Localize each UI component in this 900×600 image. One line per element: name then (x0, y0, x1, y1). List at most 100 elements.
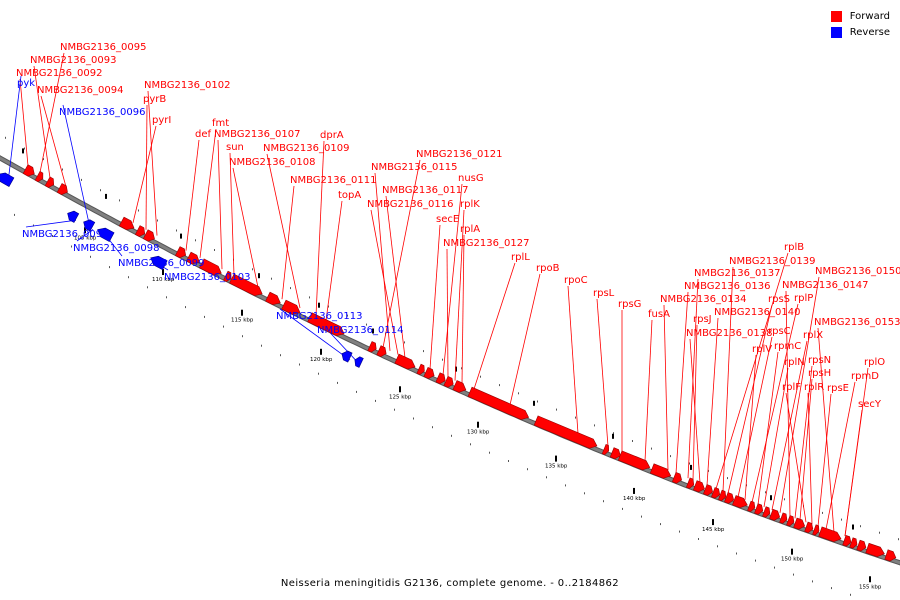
forward-gene (842, 535, 852, 547)
forward-gene-arrow (223, 270, 232, 282)
tick-label: 105 kbp (74, 235, 97, 241)
tick-label: 130 kbp (467, 430, 490, 436)
scale-dot (831, 587, 832, 590)
scale-dot (119, 199, 120, 202)
scale-dot (898, 538, 899, 541)
scale-dot (356, 390, 357, 393)
forward-gene-arrow (724, 492, 735, 504)
scale-dot (670, 455, 671, 458)
forward-gene-arrow (884, 549, 897, 562)
forward-gene-arrow (703, 484, 714, 496)
label-leader (315, 140, 325, 316)
forward-gene-arrow (804, 521, 814, 534)
gene-label: NMBG2136_0094 (37, 85, 123, 96)
scale-dot (442, 358, 443, 361)
gene-label: NMBG2136_0139 (729, 256, 815, 267)
label-leader (785, 392, 807, 523)
scale-dot (432, 426, 433, 429)
upper-tick (533, 400, 535, 406)
upper-tick (318, 302, 320, 308)
upper-tick (770, 495, 772, 501)
upper-tick (690, 464, 692, 470)
forward-gene (793, 517, 806, 530)
forward-gene-arrow (186, 251, 200, 265)
label-leader (757, 351, 779, 505)
forward-gene-arrow (609, 447, 621, 460)
scale-dot (546, 476, 547, 479)
map-caption: Neisseria meningitidis G2136, complete g… (280, 578, 620, 589)
gene-label: rpmC (774, 341, 801, 352)
upper-tick (258, 273, 260, 279)
forward-gene (142, 229, 155, 242)
label-leader (232, 167, 259, 288)
scale-dot (81, 178, 82, 181)
scale-dot (214, 249, 215, 251)
forward-gene-arrow (754, 503, 764, 515)
gene-label: rpsH (808, 368, 831, 379)
gene-label: rplP (794, 293, 813, 304)
gene-label: NMBG2136_0114 (317, 325, 403, 336)
legend-swatch-forward (830, 10, 842, 22)
forward-gene-arrow (443, 376, 454, 388)
gene-label: fmt (212, 118, 229, 129)
forward-gene-arrow (435, 372, 446, 385)
forward-gene-arrow (533, 415, 598, 449)
label-leader (794, 365, 813, 519)
reverse-gene-arrow (97, 227, 115, 242)
label-leader (779, 276, 820, 513)
forward-gene (452, 380, 467, 393)
label-leader (25, 219, 77, 228)
gene-label: NMBG2136_0095 (60, 42, 146, 53)
scale-dot (185, 306, 186, 309)
label-leader (185, 139, 200, 251)
label-leader (39, 52, 65, 173)
forward-gene (856, 539, 867, 552)
label-leader (279, 308, 351, 361)
scale-dot (309, 296, 310, 299)
scale-dot (480, 375, 481, 378)
scale-dot (290, 287, 291, 290)
forward-gene-arrow (812, 524, 820, 536)
gene-label: NMBG2136_0097 (22, 229, 108, 240)
scale-dot (651, 447, 652, 450)
tick-mark (633, 487, 635, 494)
scale-dot (565, 484, 566, 487)
label-leader (596, 298, 609, 447)
gene-label: rpsN (808, 355, 831, 366)
gene-label: NMBG2136_0116 (367, 199, 453, 210)
forward-gene-arrow (685, 477, 695, 489)
gene-label: rplA (460, 224, 480, 235)
scale-dot (138, 209, 139, 212)
reverse-gene-arrow (0, 172, 15, 187)
forward-gene (804, 521, 814, 534)
forward-gene (223, 270, 232, 282)
forward-gene (229, 273, 263, 296)
forward-gene-arrow (44, 176, 55, 188)
forward-gene (186, 251, 200, 265)
gene-label: rplO (864, 357, 885, 368)
gene-label: sun (226, 142, 244, 153)
label-leader (229, 152, 235, 276)
gene-label: NMBG2136_0096 (59, 107, 145, 118)
forward-gene (617, 450, 651, 471)
forward-gene-arrow (793, 517, 806, 530)
forward-gene-arrow (849, 537, 858, 549)
upper-tick (852, 524, 854, 530)
gene-label: rplX (803, 330, 823, 341)
forward-gene-arrow (865, 542, 885, 557)
scale-dot (765, 491, 766, 494)
forward-gene (435, 372, 446, 385)
upper-tick (180, 233, 182, 239)
scale-dot (52, 235, 53, 237)
scale-dot (318, 372, 319, 375)
scale-dot (43, 158, 44, 161)
scale-dot (299, 363, 300, 366)
label-leader (385, 195, 406, 358)
tick-mark (241, 309, 243, 316)
scale-dot (489, 451, 490, 454)
forward-gene-arrow (229, 273, 263, 296)
scale-dot (195, 239, 196, 242)
scale-dot (62, 168, 63, 171)
label-leader (40, 95, 67, 187)
